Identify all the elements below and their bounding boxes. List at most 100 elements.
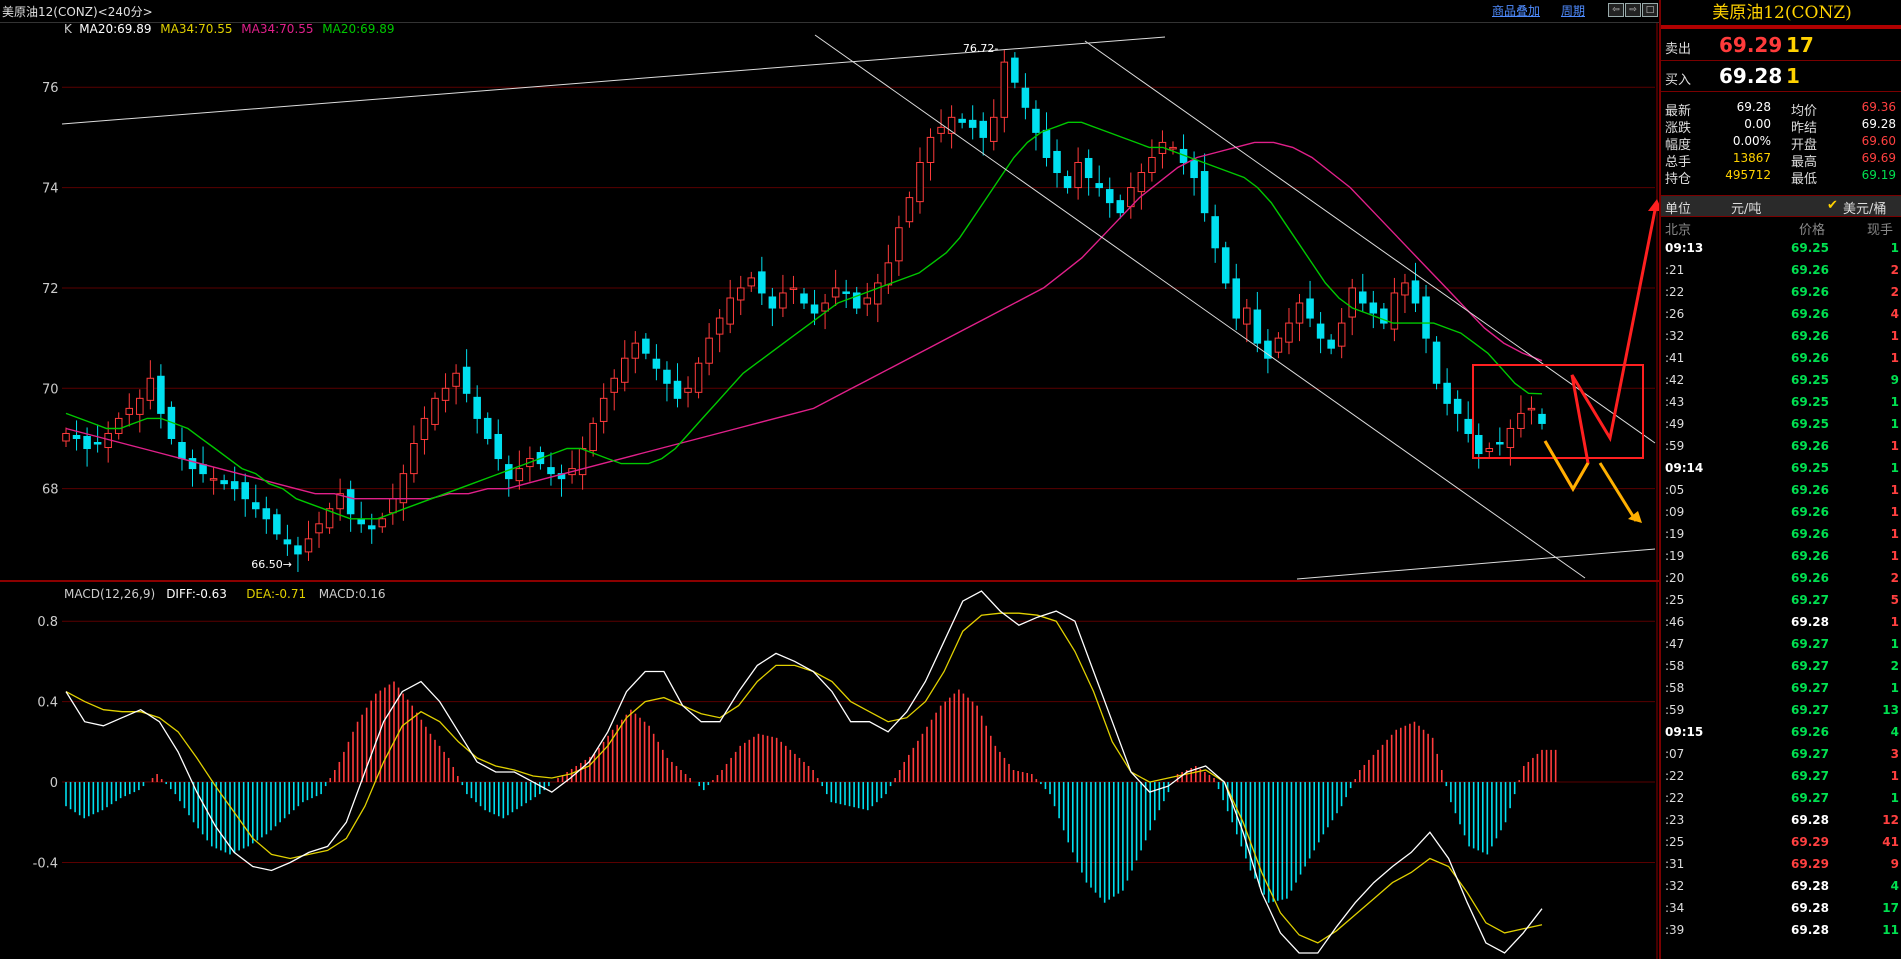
candle-down [1359,291,1367,304]
tick-row[interactable]: :19 69.26 1 [1661,523,1901,545]
unit-usd-option[interactable]: 美元/桶 [1843,202,1887,217]
tick-volume: 9 [1890,857,1899,871]
tick-row[interactable]: :32 69.26 1 [1661,325,1901,347]
bearish-arrow-continuation [1598,462,1638,522]
tick-price: 69.26 [1791,307,1829,321]
tick-volume: 1 [1890,681,1899,695]
tick-row[interactable]: :20 69.26 2 [1661,567,1901,589]
candle-down [1021,87,1030,108]
stat-value: 495712 [1725,168,1771,182]
stat-value: 69.36 [1861,100,1896,114]
unit-cny-option[interactable]: 元/吨 [1731,202,1762,217]
macd-legend-item: MACD(12,26,9) [64,587,155,601]
ask-price: 69.29 [1719,33,1783,57]
candle-down [230,481,239,490]
next-page-icon[interactable]: ⇨ [1625,3,1641,17]
tick-price: 69.28 [1791,879,1829,893]
candle-down [1411,280,1420,304]
tick-row[interactable]: :09 69.26 1 [1661,501,1901,523]
candle-up [146,377,155,401]
tick-row[interactable]: :07 69.27 3 [1661,743,1901,765]
tick-row[interactable]: 09:14 69.25 1 [1661,457,1901,479]
tick-time: 09:13 [1665,241,1704,255]
price-chart[interactable]: 76 74 72 70 68 K MA20:69.89 MA34:70.55 MA34:70.5… [0,23,1659,959]
candle-down [979,120,987,138]
tick-time: :59 [1665,439,1685,453]
bid-row[interactable]: 买入 69.28 1 [1661,61,1901,92]
ask-row[interactable]: 卖出 69.29 17 [1661,30,1901,61]
candle-up [515,468,524,482]
tick-row[interactable]: :22 69.27 1 [1661,765,1901,787]
tick-price: 69.26 [1791,549,1829,563]
chart-area[interactable]: 76 74 72 70 68 K MA20:69.89 MA34:70.55 MA34:70.5… [0,23,1659,959]
candle-up [1390,292,1399,330]
tick-row[interactable]: :05 69.26 1 [1661,479,1901,501]
diff-line [65,590,1543,954]
tick-row[interactable]: :59 69.26 1 [1661,435,1901,457]
tick-time: :19 [1665,527,1685,541]
candle-up [1506,427,1515,449]
tick-row[interactable]: :26 69.26 4 [1661,303,1901,325]
tick-row[interactable]: :58 69.27 2 [1661,655,1901,677]
tick-row[interactable]: :25 69.27 5 [1661,589,1901,611]
candle-up [420,417,429,440]
candle-down [663,369,671,384]
tick-time: :31 [1665,857,1685,871]
tick-row[interactable]: :34 69.28 17 [1661,897,1901,919]
tick-price: 69.27 [1791,703,1829,717]
ticks-header-volume: 现手 [1867,223,1894,238]
candle-up [895,227,903,262]
dea-line [65,612,1543,944]
candle-down [83,435,91,450]
prev-page-icon[interactable]: ⇦ [1608,3,1624,17]
tick-row[interactable]: :25 69.29 41 [1661,831,1901,853]
candle-up [747,277,756,287]
tick-row[interactable]: :19 69.26 1 [1661,545,1901,567]
tick-row[interactable]: :41 69.26 1 [1661,347,1901,369]
tick-row[interactable]: :32 69.28 4 [1661,875,1901,897]
tick-row[interactable]: 09:13 69.25 1 [1661,237,1901,259]
tick-row[interactable]: :47 69.27 1 [1661,633,1901,655]
candle-down [1453,398,1462,414]
tick-price: 69.26 [1791,263,1829,277]
candle-up [315,523,323,534]
maximize-icon[interactable]: □ [1642,3,1658,17]
tick-row[interactable]: :42 69.25 9 [1661,369,1901,391]
tick-price: 69.26 [1791,483,1829,497]
tick-volume: 2 [1890,263,1899,277]
macd-y-tick-label: 0.4 [37,696,58,711]
tick-row[interactable]: :39 69.28 11 [1661,919,1901,941]
tick-price: 69.27 [1791,637,1829,651]
overlay-symbol-link[interactable]: 商品叠加 [1492,4,1541,18]
tick-price: 69.29 [1791,835,1829,849]
tick-row[interactable]: :59 69.27 13 [1661,699,1901,721]
candle-down [1432,341,1441,384]
tick-row[interactable]: :22 69.26 2 [1661,281,1901,303]
candle-up [631,342,640,359]
window-controls: ⇦ ⇨ □ [1608,3,1658,17]
tick-time: :22 [1665,285,1685,299]
tick-row[interactable]: :21 69.26 2 [1661,259,1901,281]
candle-down [1095,183,1103,189]
candle-down [199,464,207,475]
tick-row[interactable]: :49 69.25 1 [1661,413,1901,435]
candle-down [1011,57,1019,83]
candle-up [874,282,882,305]
tick-row[interactable]: :22 69.27 1 [1661,787,1901,809]
tick-row[interactable]: :23 69.28 12 [1661,809,1901,831]
tick-row[interactable]: :46 69.28 1 [1661,611,1901,633]
period-link[interactable]: 周期 [1561,4,1586,18]
ask-label: 卖出 [1665,42,1692,57]
candle-down [346,489,355,515]
tick-row[interactable]: :58 69.27 1 [1661,677,1901,699]
tick-price: 69.26 [1791,285,1829,299]
tick-row[interactable]: :43 69.25 1 [1661,391,1901,413]
candle-up [1274,337,1283,353]
unit-row: 单位 元/吨 ✔ 美元/桶 [1661,195,1901,217]
candle-up [884,262,893,286]
tick-row[interactable]: :31 69.29 9 [1661,853,1901,875]
tick-time: :39 [1665,923,1685,937]
tick-row[interactable]: 09:15 69.26 4 [1661,721,1901,743]
tick-volume: 2 [1890,571,1899,585]
tick-time: :22 [1665,791,1685,805]
